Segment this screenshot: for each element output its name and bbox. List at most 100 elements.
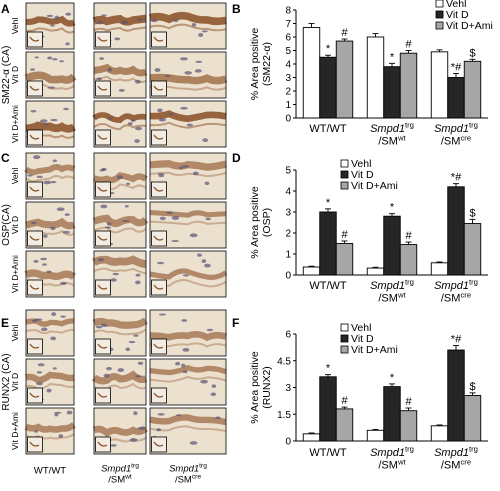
cell-nucleus	[192, 171, 199, 176]
cell-nucleus	[117, 368, 125, 373]
inset-detail	[29, 284, 40, 290]
micrograph-image	[92, 201, 149, 249]
significance-marker: #	[341, 27, 348, 39]
cell-nucleus	[175, 414, 182, 417]
legend-swatch-vitd-ami	[435, 21, 444, 30]
micrograph-image	[92, 152, 148, 200]
inset-detail	[29, 85, 40, 91]
inset-zoom-box	[27, 230, 43, 247]
cell-nucleus	[110, 278, 117, 282]
inset-zoom-box	[27, 31, 43, 48]
inset-detail	[29, 186, 40, 192]
inset-detail	[29, 36, 40, 42]
cell-nucleus	[171, 240, 180, 243]
image-border	[25, 407, 75, 455]
image-border	[149, 51, 227, 99]
y-tick-label: 2	[285, 229, 291, 240]
micrograph-image	[148, 2, 227, 50]
inset-detail	[97, 441, 108, 447]
cell-nucleus	[206, 328, 214, 332]
x-category-label-2-genotype: /SMcre	[441, 290, 471, 304]
genotype-name: /SM	[378, 136, 398, 148]
cell-nucleus	[95, 325, 103, 329]
cell-nucleus	[195, 60, 203, 64]
image-border	[149, 309, 227, 357]
row-label-vitd-ami: Vit D+Ami	[10, 255, 20, 293]
stain-label-runx2: RUNX2 (CA)	[1, 353, 12, 410]
image-border	[93, 407, 147, 455]
image-border	[149, 2, 227, 50]
stained-vessel-wall	[91, 370, 148, 385]
gene-name: Smpd1	[434, 280, 469, 292]
cell-nucleus	[157, 108, 163, 113]
cell-nucleus	[107, 67, 112, 72]
y-tick-label: 4.5	[277, 356, 291, 367]
cell-nucleus	[40, 257, 47, 261]
legend-label-vehl: Vehl	[446, 0, 466, 10]
cell-nucleus	[50, 118, 58, 122]
cell-nucleus	[63, 107, 69, 111]
gene-name: Smpd1	[370, 280, 405, 292]
cell-nucleus	[30, 68, 36, 71]
x-category-label-2-gene: Smpd1trg	[434, 121, 478, 135]
bar-vitd	[447, 186, 465, 276]
cell-nucleus	[200, 379, 208, 384]
genotype-superscript: cre	[460, 290, 471, 299]
cell-nucleus	[135, 273, 141, 277]
micrograph-image	[149, 358, 227, 406]
inset-zoom-box	[151, 129, 167, 146]
inset-detail	[97, 343, 108, 349]
y-tick-label: 5	[285, 166, 291, 177]
cell-nucleus	[62, 230, 70, 234]
y-tick-label: 6	[285, 33, 291, 44]
x-category-label-0: WT/WT	[309, 280, 347, 292]
image-border	[25, 358, 75, 406]
cell-nucleus	[137, 426, 146, 430]
cell-nucleus	[180, 106, 188, 110]
stained-vessel-wall	[149, 268, 228, 280]
cell-nucleus	[34, 318, 43, 321]
stained-vessel-wall	[24, 71, 77, 84]
inset-zoom-box	[95, 436, 111, 453]
cell-nucleus	[102, 168, 107, 171]
cell-nucleus	[116, 175, 123, 180]
cell-nucleus	[47, 86, 56, 89]
stained-vessel-wall	[25, 383, 75, 391]
inset-zoom-box	[27, 338, 43, 355]
micrograph-panel-c: OSP(CA) Vehl Vit D Vit D+Ami	[1, 152, 228, 298]
image-border	[149, 250, 227, 298]
cell-nucleus	[201, 259, 207, 263]
cell-nucleus	[50, 181, 57, 184]
significance-marker: *	[390, 51, 395, 63]
significance-marker: *	[390, 202, 395, 214]
micrograph-image	[93, 51, 148, 99]
cell-nucleus	[46, 270, 52, 273]
y-tick-label: 0	[285, 271, 291, 282]
significance-marker: *	[326, 363, 331, 375]
cell-nucleus	[168, 112, 173, 116]
stained-vessel-wall	[92, 112, 147, 123]
cell-nucleus	[58, 434, 64, 439]
cell-nucleus	[164, 75, 171, 78]
stained-vessel-wall	[149, 220, 227, 226]
image-border	[149, 201, 227, 249]
cell-nucleus	[114, 37, 121, 41]
inset-zoom-box	[95, 31, 111, 48]
inset-detail	[29, 441, 40, 447]
micrograph-image	[149, 152, 227, 200]
y-tick-label: 5	[285, 46, 291, 57]
cell-nucleus	[182, 165, 190, 168]
micrograph-image	[24, 358, 75, 406]
cell-nucleus	[46, 14, 54, 18]
chart-f: 01.534.56% Area positive(RUNX2) *#*#*#$Ve…	[249, 322, 488, 472]
y-axis-label-line2: (SM22-α)	[261, 42, 273, 86]
y-tick-label: 1.5	[277, 410, 291, 421]
panel-letter-a: A	[1, 2, 10, 16]
image-border	[25, 201, 75, 249]
cell-nucleus	[204, 181, 210, 186]
stained-vessel-wall	[149, 210, 227, 218]
legend-swatch-vehl	[435, 0, 444, 8]
x-category-label-2-genotype: /SMcre	[441, 133, 471, 147]
y-tick-label: 7	[285, 19, 291, 30]
micrograph-image	[149, 100, 227, 148]
